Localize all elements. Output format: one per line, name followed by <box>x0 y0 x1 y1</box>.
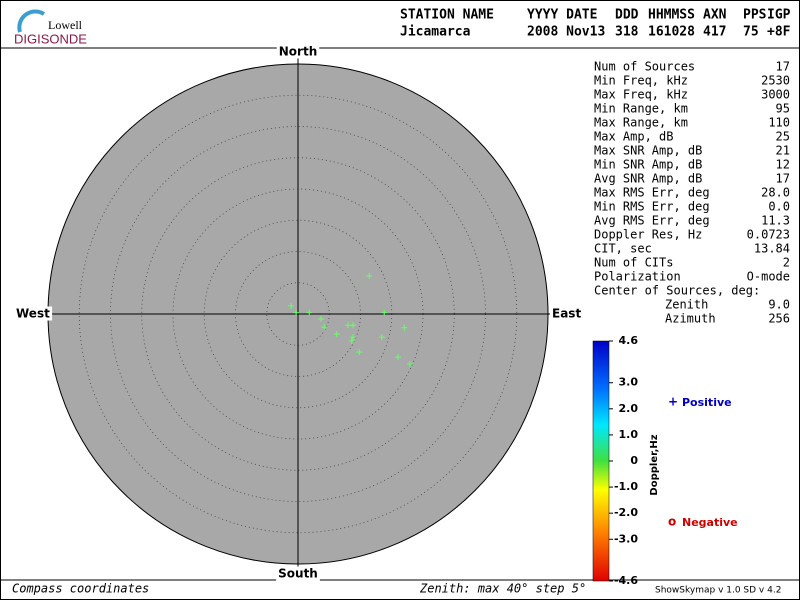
stat-value: 12 <box>776 158 790 172</box>
stat-label: Num of Sources <box>594 60 695 74</box>
header-value: +8F <box>767 25 791 40</box>
header-label: IGP <box>767 8 791 23</box>
stat-value: 11.3 <box>761 214 790 228</box>
stat-label: Min RMS Err, deg <box>594 200 710 214</box>
stat-value: 2 <box>783 256 790 270</box>
source-point <box>348 337 355 344</box>
colorbar-tick-label: 0 <box>630 454 638 467</box>
stat-value: 0.0 <box>768 200 790 214</box>
footer-right: ShowSkymap v 1.0 SD v 4.2 <box>655 586 781 596</box>
compass-label: East <box>552 307 581 321</box>
source-point <box>381 309 388 316</box>
colorbar-tick-label: 2.0 <box>619 402 639 415</box>
stat-label: Max Freq, kHz <box>594 88 688 102</box>
compass-label: West <box>16 307 50 321</box>
logo-arc <box>17 9 46 33</box>
compass-bg <box>276 566 320 581</box>
source-point <box>366 272 373 279</box>
stat-label: Polarization <box>594 270 681 284</box>
compass-label: North <box>279 45 317 59</box>
colorbar-label: Doppler,Hz <box>649 434 660 495</box>
stat-value: 13.84 <box>754 242 790 256</box>
header-value: 318 <box>615 25 639 40</box>
colorbar-tick-label: 4.6 <box>619 334 639 347</box>
compass-bg <box>14 306 53 321</box>
header-value: 75 <box>743 25 759 40</box>
footer-center: Zenith: max 40° step 5° <box>419 582 586 596</box>
colorbar-tick-label: -3.0 <box>614 532 638 545</box>
source-point <box>333 331 340 337</box>
stat-value: 17 <box>776 60 790 74</box>
stat-value: 3000 <box>761 88 790 102</box>
stat-label: Center of Sources, deg: <box>594 284 760 298</box>
stat-value: 95 <box>776 102 790 116</box>
header-value: 161028 <box>648 25 695 40</box>
source-point <box>288 302 295 309</box>
stat-label: Min Freq, kHz <box>594 74 688 88</box>
source-point <box>356 349 363 356</box>
header-label: YYYY DATE <box>527 8 597 23</box>
stat-label: Zenith <box>665 298 708 312</box>
source-point <box>321 324 328 331</box>
legend-positive: Positive <box>682 396 732 409</box>
colorbar-tick-label: -1.0 <box>614 480 638 493</box>
header-label: HHMMSS <box>648 8 695 23</box>
stat-label: Doppler Res, Hz <box>594 228 702 242</box>
legend-negative: Negative <box>682 516 738 529</box>
stat-label: Max Range, km <box>594 116 688 130</box>
colorbar-tick-label: 3.0 <box>619 376 639 389</box>
stat-value: 256 <box>768 312 790 326</box>
stat-value: 25 <box>776 130 790 144</box>
stat-label: Num of CITs <box>594 256 673 270</box>
stat-label: Max RMS Err, deg <box>594 186 710 200</box>
stat-label: Min Range, km <box>594 102 688 116</box>
compass-bg <box>550 306 584 321</box>
header-label: DDD <box>615 8 639 23</box>
source-point <box>306 309 313 316</box>
colorbar-tick-label: 1.0 <box>619 428 639 441</box>
stat-value: 28.0 <box>761 186 790 200</box>
stat-value: 21 <box>776 144 790 158</box>
stat-label: Min SNR Amp, dB <box>594 158 702 172</box>
colorbar-tick-label: -2.0 <box>614 506 638 519</box>
stat-label: Azimuth <box>665 312 716 326</box>
header-value: 417 <box>703 25 726 40</box>
header-label: PPS <box>743 8 767 23</box>
stat-value: 2530 <box>761 74 790 88</box>
compass-label: South <box>278 567 318 581</box>
source-point <box>350 334 356 341</box>
stat-value: 110 <box>768 116 790 130</box>
stat-value: O-mode <box>747 270 790 284</box>
stat-label: Avg RMS Err, deg <box>594 214 710 228</box>
colorbar <box>592 340 610 582</box>
source-point <box>350 322 356 329</box>
header-value: Jicamarca <box>400 25 471 40</box>
logo-bottom: DIGISONDE <box>14 31 87 46</box>
source-point <box>406 361 413 367</box>
header-value: 2008 Nov13 <box>527 25 605 40</box>
footer-left: Compass coordinates <box>12 582 149 596</box>
logo-top: Lowell <box>48 18 83 32</box>
stat-label: Max Amp, dB <box>594 130 673 144</box>
stat-value: 9.0 <box>768 298 790 312</box>
stat-value: 0.0723 <box>747 228 790 242</box>
header-label: AXN <box>703 8 727 23</box>
source-point <box>293 309 300 316</box>
legend-symbol: + <box>668 395 678 409</box>
source-point <box>318 316 325 322</box>
stat-label: Max SNR Amp, dB <box>594 144 702 158</box>
legend-symbol: o <box>668 515 676 529</box>
compass-bg <box>276 44 320 59</box>
source-point <box>378 334 385 341</box>
source-point <box>395 354 401 361</box>
stat-value: 17 <box>776 172 790 186</box>
source-point <box>401 324 408 331</box>
stat-label: Avg SNR Amp, dB <box>594 172 702 186</box>
colorbar-tick-label: -4.6 <box>614 574 638 587</box>
stat-label: CIT, sec <box>594 242 652 256</box>
header-label: STATION NAME <box>400 8 494 23</box>
